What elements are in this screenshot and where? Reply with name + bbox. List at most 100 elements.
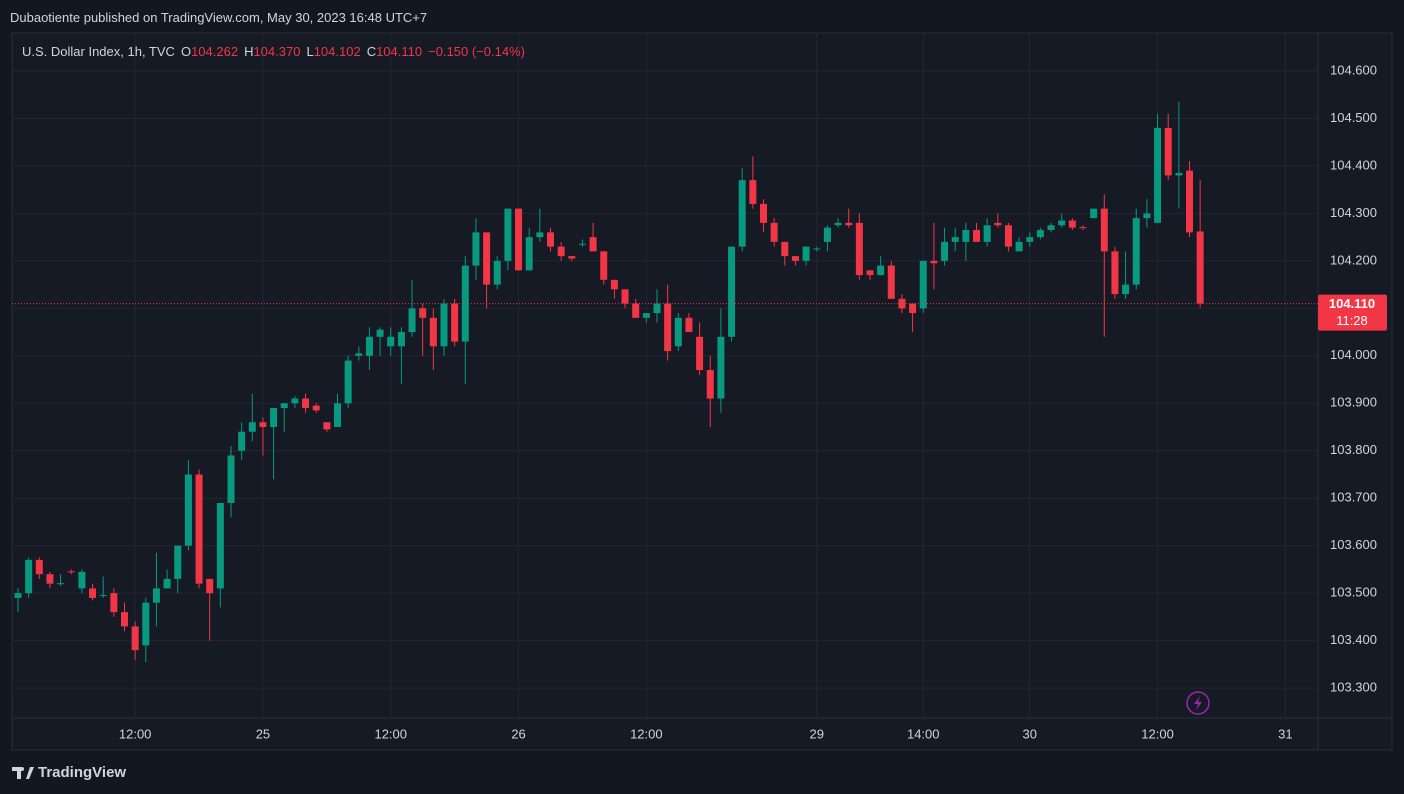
candle-body (664, 303, 672, 352)
candle-body (738, 180, 746, 247)
y-tick-label: 103.500 (1330, 585, 1377, 600)
candle-body (46, 574, 54, 584)
candle-body (142, 602, 150, 646)
candle-body (1100, 208, 1108, 252)
lightning-icon[interactable] (1186, 691, 1210, 715)
ohlc-key: O (180, 44, 192, 59)
ohlc-key: C (366, 44, 377, 59)
candle-body (802, 246, 810, 261)
candle-body (174, 545, 182, 579)
brand: TradingView (38, 764, 127, 781)
candle-body (600, 251, 608, 280)
candle-body (1122, 284, 1130, 295)
candle-body (1068, 220, 1076, 228)
ohlc-value: 104.110 (376, 44, 423, 59)
x-tick-label: 12:00 (1141, 726, 1174, 741)
candle-body (163, 578, 171, 589)
y-tick-label: 103.400 (1330, 632, 1377, 647)
y-tick-label: 104.600 (1330, 62, 1377, 77)
candle-body (152, 588, 160, 603)
lightning-glyph (1194, 696, 1202, 710)
candle-body (781, 241, 789, 257)
candle-body (216, 502, 224, 589)
candle-body (610, 279, 618, 290)
candle-body (1111, 251, 1119, 295)
candle-body (525, 237, 533, 271)
candle-body (536, 232, 544, 238)
candle-body (78, 571, 86, 589)
candle-body (1164, 127, 1172, 176)
candle-body (568, 256, 576, 259)
candle-body (770, 222, 778, 242)
last-price-box (1318, 294, 1387, 331)
candle-body (1154, 127, 1162, 223)
candle-body (1143, 213, 1151, 219)
x-tick-label: 31 (1278, 726, 1292, 741)
x-tick-label: 14:00 (907, 726, 940, 741)
candle-body (25, 559, 33, 594)
candle-body (951, 237, 959, 242)
ohlc-key: L (306, 44, 314, 59)
y-tick-label: 103.300 (1330, 680, 1377, 695)
candle-body (621, 289, 629, 304)
candle-body (887, 265, 895, 299)
candle-body (280, 403, 288, 409)
candle-body (184, 474, 192, 546)
ohlc: O104.262 H104.370 L104.102 C104.110 (175, 44, 422, 59)
candle-body (493, 260, 501, 285)
published-note: Dubaotiente published on TradingView.com… (10, 10, 428, 25)
candle-body (909, 303, 917, 314)
candle-body (387, 336, 395, 347)
candle-body (728, 246, 736, 337)
y-tick-label: 104.000 (1330, 347, 1377, 362)
countdown: 11:28 (1336, 313, 1368, 328)
candle-body (397, 332, 405, 347)
ohlc-value: 104.370 (253, 44, 301, 59)
candle-body (99, 595, 107, 597)
y-tick-label: 103.800 (1330, 442, 1377, 457)
candle-body (376, 329, 384, 337)
candle-body (365, 336, 373, 356)
candle-body (855, 222, 863, 276)
candle-body (823, 227, 831, 242)
candle-body (1036, 230, 1044, 238)
y-tick-label: 104.200 (1330, 252, 1377, 267)
x-tick-label: 25 (256, 726, 270, 741)
candle-body (419, 308, 427, 318)
candle-body (89, 588, 97, 598)
candle-body (1090, 208, 1098, 219)
candle-body (408, 308, 416, 333)
candle-body (653, 303, 661, 314)
candle-body (334, 403, 341, 428)
candle-body (355, 353, 363, 356)
candle-body (238, 431, 246, 451)
change: −0.150 (−0.14%) (428, 44, 525, 59)
candle-body (973, 230, 980, 242)
ohlc-value: 104.262 (191, 44, 239, 59)
candle-body (994, 222, 1002, 226)
candle-body (121, 612, 128, 627)
candle-body (866, 270, 874, 276)
candle-body (919, 260, 927, 309)
candle-body (834, 222, 842, 226)
candle-body (877, 265, 885, 276)
candle-body (206, 578, 214, 594)
candle-body (791, 256, 799, 261)
candle-body (642, 313, 650, 318)
y-tick-label: 103.900 (1330, 395, 1377, 410)
grid (12, 33, 1318, 718)
candle-body (195, 474, 203, 584)
candle-body (589, 237, 597, 252)
candle-body (813, 248, 821, 250)
candle-body (344, 360, 352, 404)
last-price-label: 104.110 (1329, 296, 1375, 311)
candle-body (1186, 170, 1193, 233)
candle-body (1047, 225, 1055, 231)
candle-body (1026, 237, 1034, 242)
candle-body (1015, 241, 1023, 252)
candle-body (270, 408, 278, 428)
candle-body (845, 222, 853, 226)
ohlc-value: 104.102 (313, 44, 361, 59)
